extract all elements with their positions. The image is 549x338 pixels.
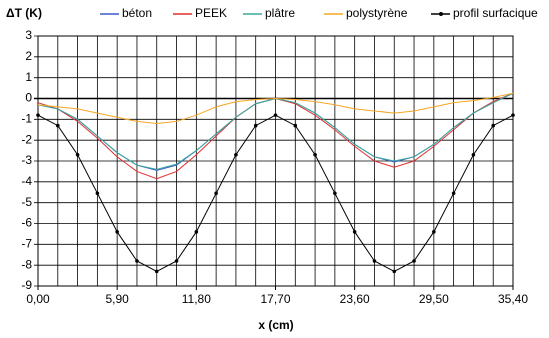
x-tick-label: 29,50 bbox=[419, 292, 449, 306]
series-line bbox=[37, 92, 514, 125]
point bbox=[75, 152, 80, 157]
point bbox=[511, 113, 515, 117]
y-tick-label: -9 bbox=[21, 278, 32, 292]
x-tick-label: 5,90 bbox=[105, 292, 129, 306]
point bbox=[95, 191, 100, 196]
point bbox=[491, 123, 496, 128]
point bbox=[36, 113, 40, 117]
y-tick-label: -2 bbox=[21, 132, 32, 146]
point bbox=[471, 152, 476, 157]
plot-frame bbox=[37, 35, 514, 287]
point bbox=[273, 113, 278, 117]
legend-label: profil surfacique bbox=[453, 6, 538, 20]
y-tick-label: -3 bbox=[21, 153, 32, 167]
point bbox=[372, 259, 377, 263]
point bbox=[412, 259, 416, 263]
point bbox=[313, 152, 317, 157]
point bbox=[135, 259, 139, 263]
y-tick-label: -5 bbox=[21, 195, 32, 209]
y-tick-label: 3 bbox=[25, 28, 32, 42]
y-tick-label: 2 bbox=[25, 49, 32, 63]
legend-label: plâtre bbox=[265, 6, 295, 20]
legend-marker bbox=[439, 12, 443, 16]
point bbox=[214, 191, 218, 196]
legend-label: PEEK bbox=[195, 6, 227, 20]
x-tick-label: 11,80 bbox=[182, 292, 211, 306]
point bbox=[333, 191, 337, 196]
x-tick-label: 35,40 bbox=[498, 292, 528, 306]
point bbox=[115, 230, 119, 234]
point bbox=[253, 123, 258, 128]
y-tick-label: 1 bbox=[25, 70, 32, 84]
x-tick-label: 0,00 bbox=[26, 292, 50, 306]
chart-title: ΔT (K) bbox=[6, 6, 42, 20]
point bbox=[55, 123, 60, 128]
point bbox=[174, 259, 179, 263]
point bbox=[234, 152, 238, 157]
legend-label: béton bbox=[122, 6, 152, 20]
x-tick-label: 17,70 bbox=[260, 292, 290, 306]
point bbox=[154, 269, 159, 274]
x-tick-label: 23,60 bbox=[340, 292, 370, 306]
point bbox=[194, 230, 199, 234]
y-tick-label: 0 bbox=[25, 91, 32, 105]
y-tick-label: -6 bbox=[21, 216, 32, 230]
y-tick-label: -8 bbox=[21, 257, 32, 271]
y-tick-label: -1 bbox=[21, 112, 32, 126]
y-tick-label: -4 bbox=[21, 174, 32, 188]
point bbox=[432, 230, 436, 234]
point bbox=[392, 269, 397, 274]
point bbox=[451, 191, 456, 196]
x-axis-label: x (cm) bbox=[258, 318, 293, 332]
point bbox=[293, 123, 298, 128]
y-tick-label: -7 bbox=[21, 237, 32, 251]
point bbox=[352, 230, 357, 234]
legend-label: polystyrène bbox=[346, 6, 408, 20]
